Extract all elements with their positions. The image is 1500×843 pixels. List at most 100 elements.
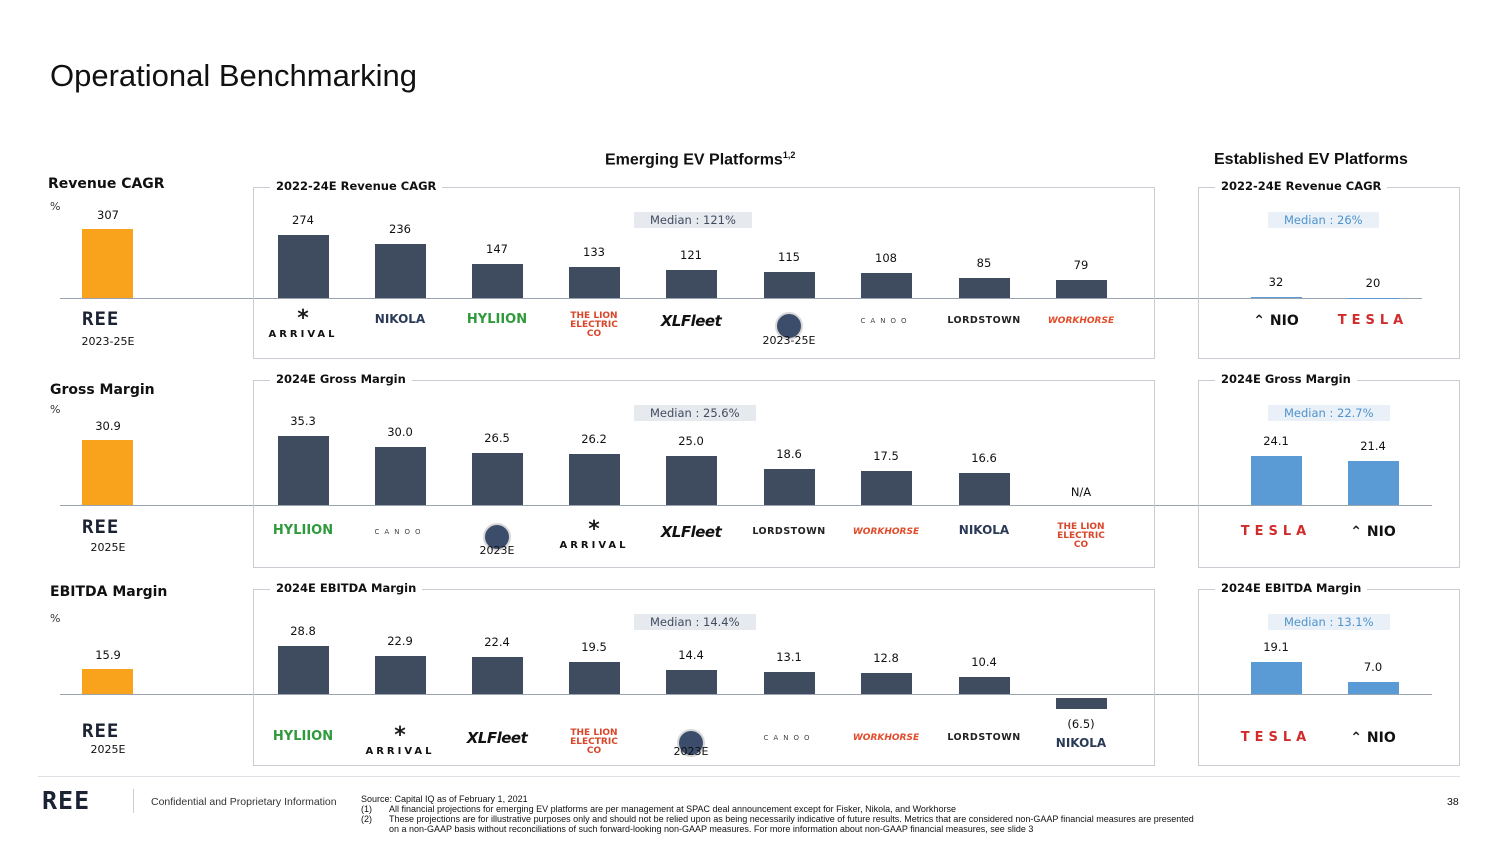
revenue-cagr-established-title: 2022-24E Revenue CAGR (1215, 179, 1388, 193)
gross-margin-est-logo-tesla: TESLA (1226, 524, 1326, 539)
tesla-logo-text: TESLA (1240, 730, 1312, 745)
ebitda-margin-bar-xl-fleet (471, 657, 523, 694)
revenue-cagr-logo-xl-fleet: XLFleet (641, 312, 741, 330)
revenue-cagr-ree-value-label: 307 (97, 207, 119, 222)
revenue-cagr-logo-lordstown: LORDSTOWN (934, 312, 1034, 326)
revenue-cagr-bar-arrival (277, 234, 329, 298)
workhorse-logo-text: WORKHORSE (1047, 316, 1115, 326)
ebitda-margin-bar-lordstown (958, 676, 1010, 694)
footer-logo: REE (42, 786, 91, 815)
ebitda-margin-emerging-panel (253, 589, 1155, 766)
revenue-cagr-logo-arrival: * ARRIVAL (253, 308, 353, 341)
gross-margin-value-label-xl-fleet: 25.0 (678, 434, 704, 449)
revenue-cagr-est-logo-nio: ⌃ NIO (1226, 313, 1326, 329)
revenue-cagr-value-label-arrival: 274 (292, 212, 314, 227)
revenue-cagr-established-median: Median : 26% (1268, 212, 1379, 228)
canoo-logo-text: CANOO (763, 734, 815, 742)
revenue-cagr-value-label-hyliion: 147 (486, 242, 508, 257)
gross-margin-value-label-lordstown: 18.6 (776, 446, 802, 461)
gross-margin-logo-arrival: * ARRIVAL (544, 517, 644, 552)
revenue-cagr-bar-workhorse (1055, 279, 1107, 298)
revenue-cagr-axis-line (60, 298, 1422, 299)
ebitda-margin-bar-arrival (374, 656, 426, 694)
footnote-2: (2) These projections are for illustrativ… (361, 814, 1201, 834)
revenue-cagr-value-label-the-lion-electric-co: 133 (583, 245, 605, 260)
revenue-cagr-bar-xl-fleet (665, 270, 717, 298)
the-lion-electric-co-logo-text: THE LION ELECTRIC CO (570, 728, 618, 756)
fisker-logo-icon (483, 523, 511, 551)
gross-margin-ree-value-label: 30.9 (95, 419, 121, 434)
gross-margin-bar-hyliion (277, 436, 329, 505)
ebitda-margin-row-label: EBITDA Margin (50, 584, 168, 600)
revenue-cagr-row-label: Revenue CAGR (48, 176, 165, 192)
revenue-cagr-logo-hyliion: HYLIION (447, 312, 547, 327)
gross-margin-est-value-label-nio: 21.4 (1360, 439, 1386, 454)
ebitda-margin-est-logo-tesla: TESLA (1226, 730, 1326, 745)
hyliion-logo-text: HYLIION (272, 729, 334, 744)
gross-margin-emerging-title: 2024E Gross Margin (270, 372, 412, 386)
ebitda-margin-emerging-median: Median : 14.4% (634, 614, 756, 630)
arrival-logo-text: ARRIVAL (268, 329, 338, 340)
ebitda-margin-axis-line (60, 694, 1432, 695)
gross-margin-logo-lordstown: LORDSTOWN (739, 523, 839, 537)
ebitda-margin-logo-hyliion: HYLIION (253, 729, 353, 744)
ebitda-margin-bar-workhorse (860, 672, 912, 694)
revenue-cagr-bar-the-lion-electric-co (568, 267, 620, 298)
ebitda-margin-value-label-canoo: 13.1 (776, 650, 802, 665)
nikola-logo-text: NIKOLA (958, 523, 1010, 537)
footnote-1-num: (1) (361, 804, 372, 814)
gross-margin-logo-xl-fleet: XLFleet (641, 523, 741, 541)
gross-margin-ree-bar (82, 440, 133, 505)
revenue-cagr-logo-workhorse: WORKHORSE (1031, 312, 1131, 326)
nio-logo-text: NIO (1269, 313, 1299, 329)
ebitda-margin-value-label-the-lion-electric-co: 19.5 (581, 639, 607, 654)
fisker-logo-icon (775, 312, 803, 340)
gross-margin-value-label-the-lion-electric-co: N/A (1070, 485, 1092, 499)
gross-margin-bar-xl-fleet (665, 456, 717, 505)
tesla-logo-text: TESLA (1337, 313, 1409, 328)
ebitda-margin-bar-canoo (763, 672, 815, 694)
gross-margin-logo-hyliion: HYLIION (253, 523, 353, 538)
source-note: Source: Capital IQ as of February 1, 202… (361, 794, 528, 804)
revenue-cagr-ree-bar (82, 228, 133, 298)
ebitda-margin-bar-nikola (1055, 698, 1107, 709)
revenue-cagr-logo-canoo: CANOO (836, 312, 936, 326)
xl-fleet-logo-text: XLFleet (660, 523, 722, 541)
ebitda-margin-value-label-xl-fleet: 22.4 (484, 635, 510, 650)
emerging-header: Emerging EV Platforms1,2 (605, 150, 795, 169)
ebitda-margin-est-value-label-nio: 7.0 (1363, 660, 1383, 675)
ebitda-margin-logo-nikola: NIKOLA (1031, 736, 1131, 750)
workhorse-logo-text: WORKHORSE (852, 733, 920, 743)
footer-separator (133, 789, 134, 813)
gross-margin-row-label: Gross Margin (50, 382, 155, 398)
revenue-cagr-value-label-workhorse: 79 (1073, 257, 1089, 272)
arrival-star-icon: * (588, 517, 600, 542)
revenue-cagr-ree-period: 2023-25E (81, 335, 135, 348)
revenue-cagr-value-label-nikola: 236 (389, 221, 411, 236)
xl-fleet-logo-text: XLFleet (660, 312, 722, 330)
tesla-logo-text: TESLA (1240, 524, 1312, 539)
emerging-header-footnote: 1,2 (782, 150, 796, 160)
ebitda-margin-logo-arrival: * ARRIVAL (350, 725, 450, 758)
gross-margin-logo-the-lion-electric-co: THE LION ELECTRIC CO (1031, 523, 1131, 550)
ebitda-margin-logo-lordstown: LORDSTOWN (934, 729, 1034, 743)
revenue-cagr-bar-canoo (860, 273, 912, 298)
lordstown-logo-text: LORDSTOWN (947, 732, 1021, 743)
canoo-logo-text: CANOO (374, 528, 426, 536)
ebitda-margin-logo-the-lion-electric-co: THE LION ELECTRIC CO (544, 729, 644, 756)
ebitda-margin-logo-xl-fleet: XLFleet (447, 729, 547, 747)
gross-margin-axis-line (60, 505, 1432, 506)
gross-margin-bar-fisker (471, 453, 523, 505)
revenue-cagr-value-label-canoo: 108 (875, 251, 897, 266)
emerging-header-text: Emerging EV Platforms (605, 151, 783, 169)
ebitda-margin-unit: % (50, 612, 61, 625)
ebitda-margin-est-bar-nio (1347, 682, 1399, 694)
ebitda-margin-value-label-lordstown: 10.4 (971, 654, 997, 669)
nio-logo-text: NIO (1366, 730, 1396, 746)
gross-margin-logo-workhorse: WORKHORSE (836, 523, 936, 537)
gross-margin-value-label-nikola: 16.6 (971, 450, 997, 465)
ebitda-margin-est-logo-nio: ⌃ NIO (1323, 730, 1423, 746)
gross-margin-bar-arrival (568, 453, 620, 505)
footnote-1-text: All financial projections for emerging E… (389, 804, 956, 814)
lordstown-logo-text: LORDSTOWN (752, 526, 826, 537)
